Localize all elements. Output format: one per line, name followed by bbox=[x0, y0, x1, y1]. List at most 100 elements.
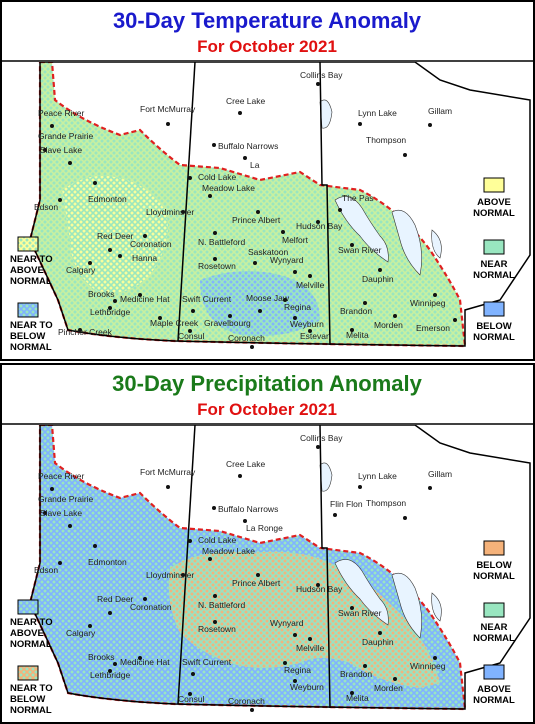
map: Collins Bay Peace River Fort McMurray Cree … bbox=[28, 62, 531, 349]
city-label: Red Deer bbox=[97, 594, 134, 604]
legend-label: BELOW bbox=[476, 321, 511, 332]
map: Collins Bay Peace River Fort McMurray Cree … bbox=[28, 425, 531, 712]
city-dot bbox=[428, 123, 432, 127]
city-dot bbox=[316, 220, 320, 224]
city-label: Wynyard bbox=[270, 618, 304, 628]
city-dot bbox=[281, 230, 285, 234]
legend-label: NORMAL bbox=[10, 276, 52, 287]
city-dot bbox=[283, 661, 287, 665]
city-label: Collins Bay bbox=[300, 433, 343, 443]
map-outline bbox=[29, 62, 531, 347]
city-dot bbox=[108, 669, 112, 673]
anomaly-region bbox=[200, 271, 320, 336]
city-dot bbox=[138, 656, 142, 660]
legend-swatch bbox=[17, 302, 39, 318]
city-label: Gillam bbox=[428, 469, 452, 479]
legend-swatch bbox=[17, 665, 39, 681]
city-dot bbox=[316, 445, 320, 449]
city-label: Winnipeg bbox=[410, 298, 446, 308]
lakes bbox=[319, 462, 442, 639]
city-label: Edmonton bbox=[88, 194, 127, 204]
panel: 30-Day Precipitation Anomaly For October … bbox=[0, 363, 535, 724]
city-dot bbox=[363, 664, 367, 668]
legend-label: ABOVE bbox=[477, 684, 511, 695]
city-dot bbox=[316, 82, 320, 86]
city-label: Melfort bbox=[282, 235, 309, 245]
city-label: Slave Lake bbox=[40, 508, 82, 518]
anomaly-region bbox=[168, 551, 440, 688]
legend-swatch bbox=[483, 540, 505, 556]
city-dot bbox=[363, 301, 367, 305]
city-label: Swan River bbox=[338, 608, 382, 618]
city-dot bbox=[250, 345, 254, 349]
city-label: Red Deer bbox=[97, 231, 134, 241]
city-dot bbox=[308, 329, 312, 333]
city-dot bbox=[293, 633, 297, 637]
city-dot bbox=[188, 692, 192, 696]
city-label: Swift Current bbox=[182, 657, 232, 667]
legend-label: NORMAL bbox=[473, 208, 515, 219]
city-dot bbox=[256, 210, 260, 214]
city-label: Brandon bbox=[340, 669, 372, 679]
city-label: Calgary bbox=[66, 265, 96, 275]
city-dot bbox=[256, 573, 260, 577]
city-dot bbox=[403, 516, 407, 520]
city-dot bbox=[212, 143, 216, 147]
legend-label: NORMAL bbox=[10, 705, 52, 716]
city-dot bbox=[50, 487, 54, 491]
city-label: Maple Creek bbox=[150, 318, 199, 328]
city-dot bbox=[158, 316, 162, 320]
city-label: Rosetown bbox=[198, 624, 236, 634]
city-label: Swift Current bbox=[182, 294, 232, 304]
city-label: Medicine Hat bbox=[120, 294, 170, 304]
legend-label: ABOVE bbox=[10, 265, 44, 276]
city-dot bbox=[208, 194, 212, 198]
city-label: Cold Lake bbox=[198, 535, 237, 545]
city-dot bbox=[350, 243, 354, 247]
city-dot bbox=[433, 293, 437, 297]
city-dot bbox=[88, 261, 92, 265]
lakes bbox=[319, 99, 442, 276]
city-label: Coronach bbox=[228, 696, 265, 706]
city-label: Grande Prairie bbox=[38, 494, 94, 504]
city-dot bbox=[143, 234, 147, 238]
city-dot bbox=[58, 198, 62, 202]
city-label: Prince Albert bbox=[232, 215, 281, 225]
city-label: Weyburn bbox=[290, 682, 324, 692]
city-label: Coronach bbox=[228, 333, 265, 343]
city-label: Hudson Bay bbox=[296, 584, 343, 594]
city-dot bbox=[181, 573, 185, 577]
city-dot bbox=[358, 122, 362, 126]
region-boundary bbox=[28, 425, 467, 711]
city-dot bbox=[58, 561, 62, 565]
legend-label: NORMAL bbox=[473, 571, 515, 582]
city-label: Estevan bbox=[300, 331, 331, 341]
city-label: Rosetown bbox=[198, 261, 236, 271]
legend-label: NEAR TO bbox=[10, 617, 53, 628]
city-dot bbox=[212, 506, 216, 510]
city-dot bbox=[68, 161, 72, 165]
city-dot bbox=[213, 257, 217, 261]
city-dot bbox=[191, 309, 195, 313]
city-dot bbox=[253, 261, 257, 265]
city-label: Peace River bbox=[38, 471, 84, 481]
city-dot bbox=[333, 513, 337, 517]
city-label: Cree Lake bbox=[226, 459, 265, 469]
city-label: Grande Prairie bbox=[38, 131, 94, 141]
city-label: Slave Lake bbox=[40, 145, 82, 155]
city-label: Flin Flon bbox=[330, 499, 363, 509]
city-label: Peace River bbox=[38, 108, 84, 118]
city-dot bbox=[228, 314, 232, 318]
legend-swatch bbox=[17, 599, 39, 615]
city-label: Melita bbox=[346, 330, 369, 340]
city-dot bbox=[181, 210, 185, 214]
city-dot bbox=[350, 606, 354, 610]
city-label: Emerson bbox=[416, 323, 450, 333]
map-outline bbox=[29, 425, 531, 710]
legend-label: NEAR bbox=[481, 259, 508, 270]
city-label: Gillam bbox=[428, 106, 452, 116]
city-dot bbox=[43, 511, 47, 515]
city-dot bbox=[68, 524, 72, 528]
city-dot bbox=[108, 248, 112, 252]
city-label: La Ronge bbox=[246, 523, 283, 533]
